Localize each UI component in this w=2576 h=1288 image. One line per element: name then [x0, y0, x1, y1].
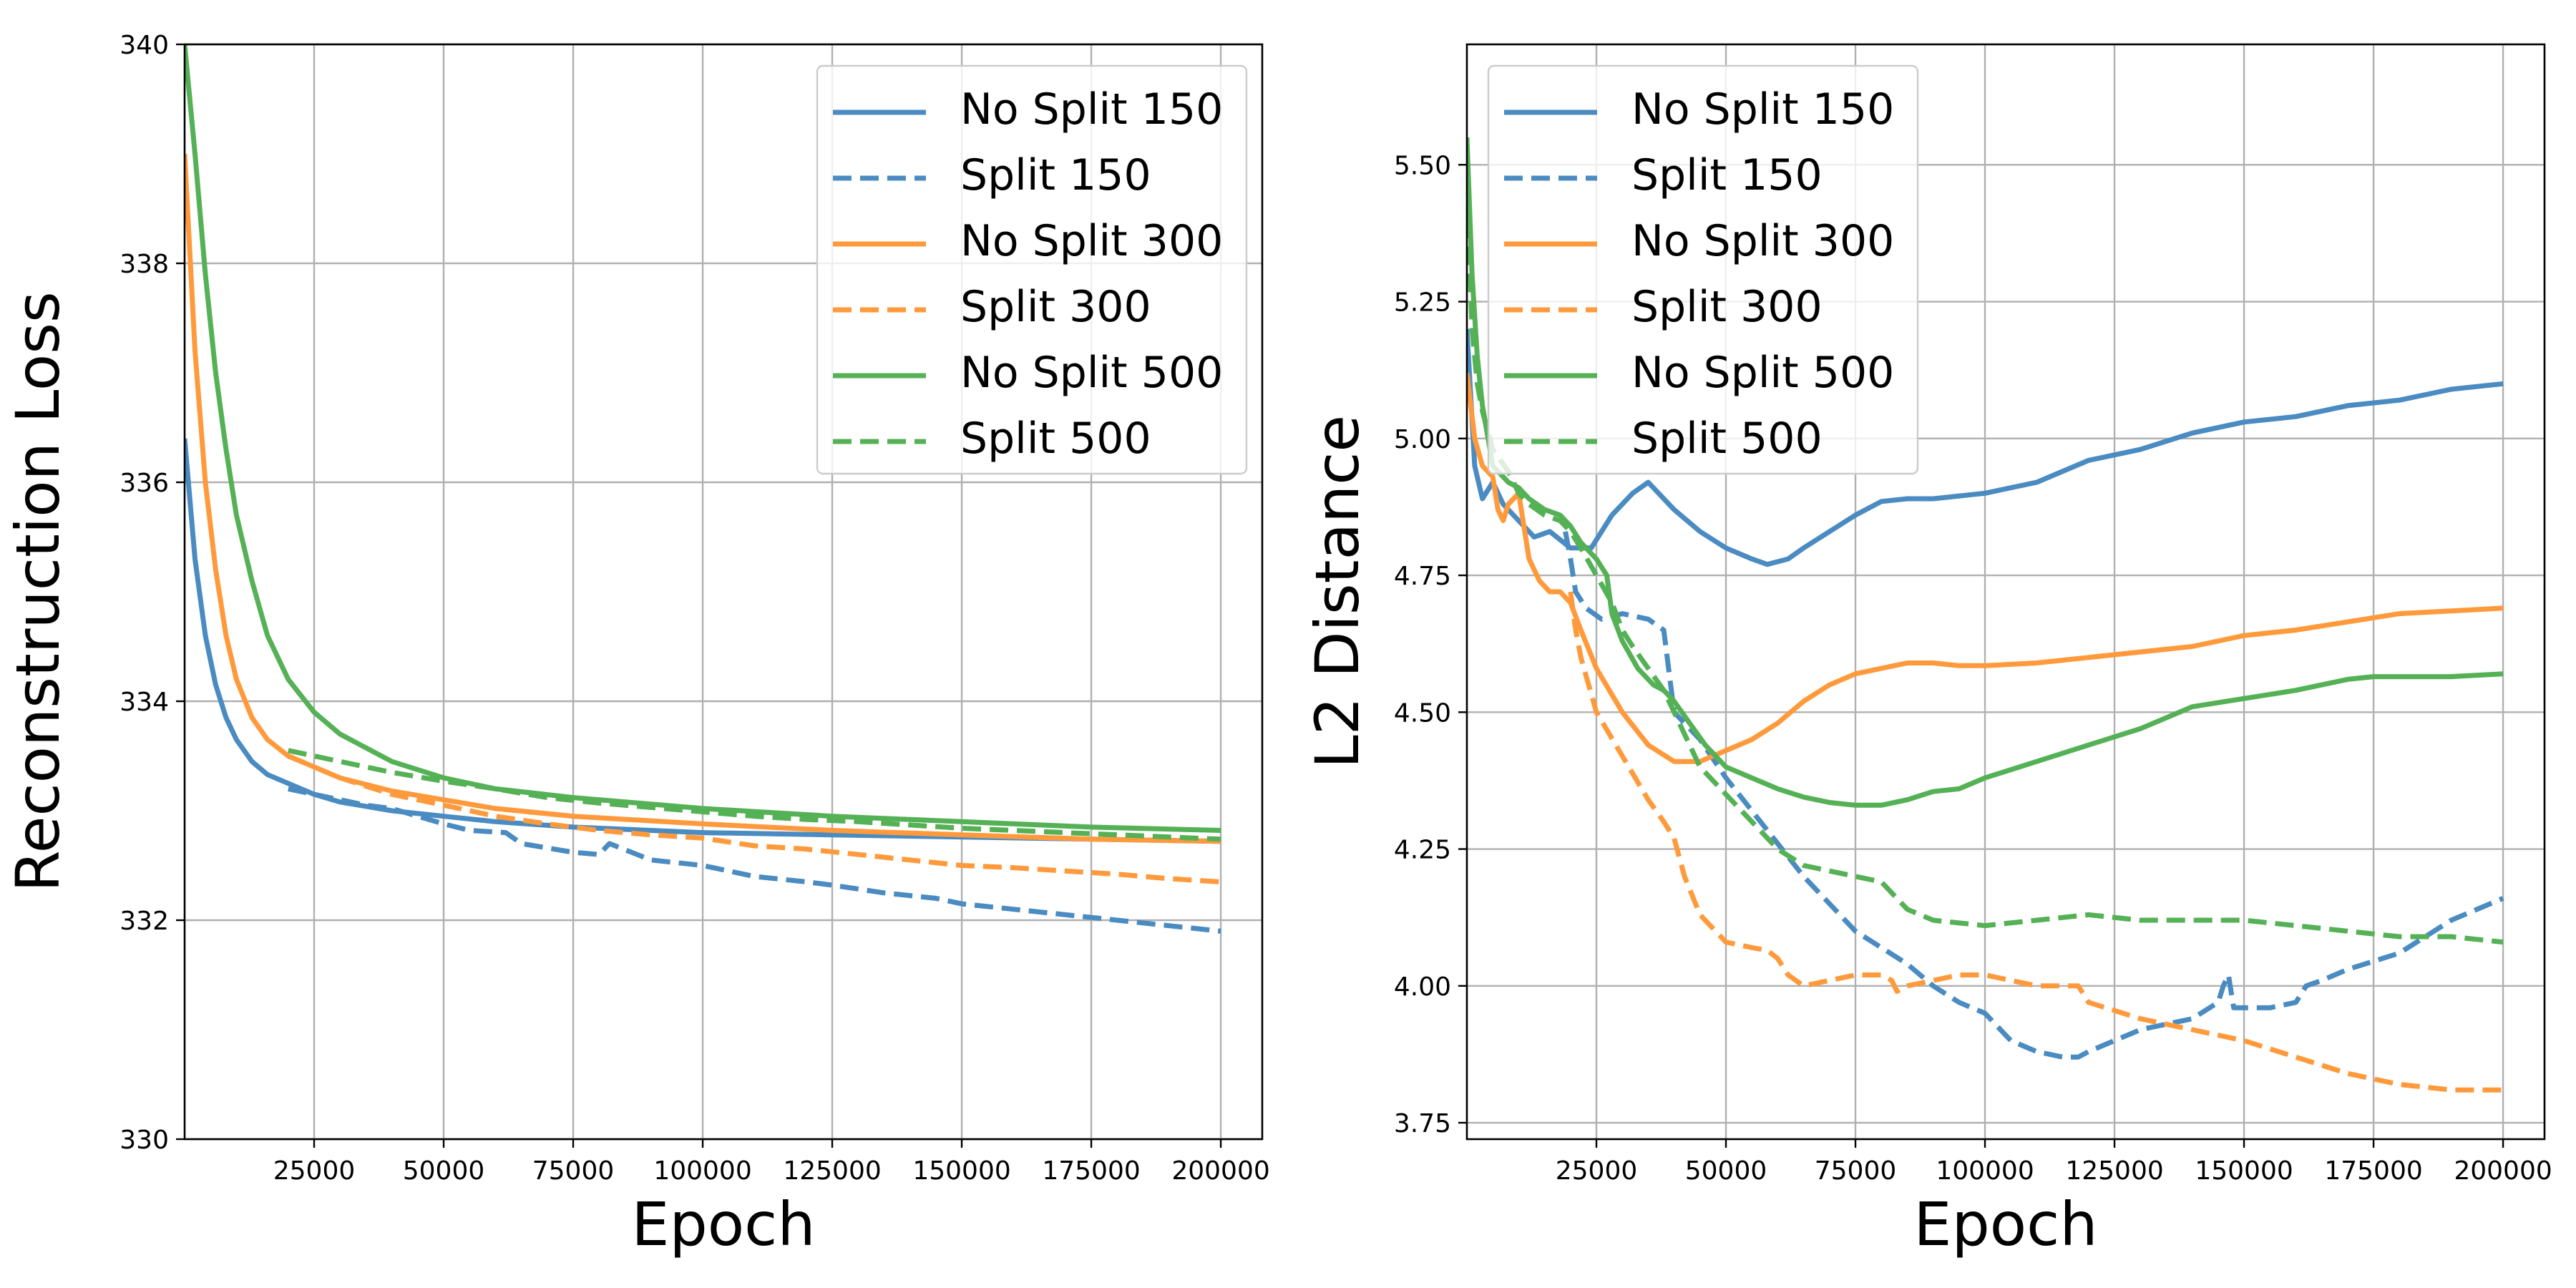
x-tick-label: 50000: [403, 1156, 485, 1186]
legend-label: Split 300: [960, 282, 1151, 332]
x-tick-label: 150000: [2195, 1156, 2293, 1186]
y-tick-label: 334: [119, 688, 169, 717]
y-tick-label: 4.75: [1394, 562, 1451, 591]
series-line-split-150: [1563, 531, 2504, 1060]
legend-label: No Split 500: [1631, 348, 1894, 398]
x-tick-label: 125000: [2065, 1156, 2163, 1186]
series-group: [1467, 137, 2504, 1093]
legend-label: No Split 150: [960, 84, 1223, 135]
x-axis-label: Epoch: [631, 1189, 815, 1259]
y-tick-label: 336: [119, 469, 169, 498]
x-tick-label: 200000: [1171, 1156, 1269, 1186]
x-tick-label: 50000: [1685, 1156, 1767, 1186]
y-tick-label: 3.75: [1394, 1109, 1451, 1138]
x-tick-label: 25000: [1556, 1156, 1638, 1186]
legend-label: Split 150: [1631, 150, 1823, 200]
x-tick-label: 125000: [783, 1156, 881, 1186]
y-axis-label: L2 Distance: [1302, 415, 1372, 769]
y-tick-label: 4.25: [1394, 836, 1451, 865]
series-group: [185, 44, 1221, 934]
x-tick-label: 100000: [1936, 1156, 2034, 1186]
l2-distance-chart: 25000 50000 75000 100000 125000 150000 175000 2…: [1302, 43, 2552, 1259]
x-tick-label: 175000: [1042, 1156, 1140, 1186]
y-tick-label: 330: [119, 1126, 169, 1155]
x-tick-label: 175000: [2324, 1156, 2422, 1186]
x-tick-label: 100000: [653, 1156, 751, 1186]
y-tick-label: 332: [119, 907, 169, 936]
legend-box: [1487, 64, 1919, 475]
x-tick-label: 75000: [532, 1156, 615, 1186]
series-line-no-split-500: [185, 44, 1221, 833]
y-tick-label: 5.00: [1394, 425, 1451, 454]
y-tick-label: 4.00: [1394, 972, 1451, 1002]
x-axis-label: Epoch: [1913, 1189, 2097, 1259]
legend-label: Split 300: [1631, 282, 1823, 332]
legend-label: Split 500: [960, 414, 1151, 464]
legend-label: No Split 300: [1631, 216, 1894, 266]
x-tick-label: 200000: [2454, 1156, 2552, 1186]
legend-label: No Split 300: [960, 216, 1223, 266]
series-line-split-150: [288, 786, 1221, 934]
y-axis-label: Reconstruction Loss: [3, 291, 73, 892]
legend: No Split 150 Split 150 No Split 300 Split 3…: [816, 64, 1248, 475]
legend-label: No Split 500: [960, 348, 1223, 398]
y-tick-label: 338: [119, 250, 169, 279]
x-tick-label: 150000: [912, 1156, 1010, 1186]
x-tick-label: 25000: [273, 1156, 356, 1186]
y-tick-label: 5.25: [1394, 288, 1451, 318]
x-tick-label: 75000: [1815, 1156, 1897, 1186]
series-line-split-300: [1568, 591, 2504, 1093]
series-line-split-500: [1467, 192, 2504, 945]
legend-label: No Split 150: [1631, 84, 1894, 135]
y-tick-label: 5.50: [1394, 151, 1451, 180]
legend-box: [816, 64, 1248, 475]
y-tick-label: 4.50: [1394, 698, 1451, 728]
axes-frame: [183, 43, 1264, 1141]
series-line-no-split-150: [1467, 328, 2504, 567]
series-line-split-500: [288, 748, 1221, 842]
legend-label: Split 150: [960, 150, 1151, 200]
series-line-no-split-500: [1467, 137, 2504, 808]
legend-label: Split 500: [1631, 414, 1823, 464]
legend: No Split 150 Split 150 No Split 300 Split 3…: [1487, 64, 1919, 475]
reconstruction-loss-chart: 25000 50000 75000 100000 125000 150000 175000 2…: [3, 31, 1270, 1259]
series-line-split-300: [287, 753, 1221, 884]
axes-frame: [1465, 43, 2546, 1141]
y-tick-label: 340: [119, 31, 169, 60]
series-line-no-split-300: [1467, 372, 2504, 764]
